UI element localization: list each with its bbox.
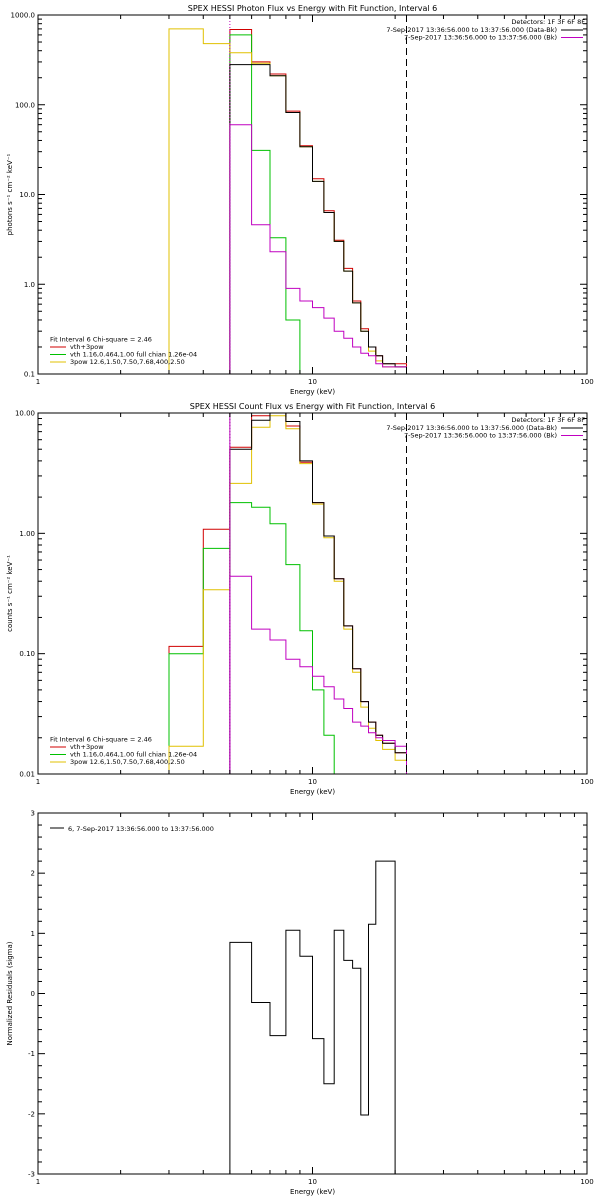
series-group: [229, 860, 396, 1174]
series-group: [168, 28, 407, 374]
series-line-0: [229, 29, 407, 374]
series-line-3: [229, 64, 407, 374]
detectors-label: Detectors: 1F 3F 6F 8F: [511, 416, 585, 424]
y-tick-label: 0.01: [19, 771, 35, 779]
detectors-label: Detectors: 1F 3F 6F 8F: [511, 18, 585, 26]
fit-legend-title: Fit Interval 6 Chi-square = 2.46: [50, 336, 152, 344]
y-tick-label: -3: [28, 1171, 35, 1179]
y-tick-label: 0.10: [19, 650, 35, 658]
series-line-4: [229, 575, 407, 774]
fit-legend-label: vth 1.16,0.464,1.00 full chian 1.26e-04: [70, 351, 197, 359]
series-line-0: [168, 413, 407, 774]
series-line-1: [229, 34, 301, 374]
fit-legend-title: Fit Interval 6 Chi-square = 2.46: [50, 736, 152, 744]
y-tick-label: 0.1: [24, 371, 35, 379]
plot-frame: [37, 14, 588, 375]
panel-3: 1 10 100 Energy (keV) -3 -2 -1 0 1 2 3 Normalized R…: [6, 810, 594, 1197]
y-tick-label: 10.0: [19, 191, 35, 199]
y-axis-label: Normalized Residuals (sigma): [6, 941, 14, 1045]
y-axis-label: counts s⁻¹ cm⁻² keV⁻¹: [6, 555, 14, 632]
x-tick-label: 1: [36, 1178, 40, 1186]
residual-legend-label: 6, 7-Sep-2017 13:36:56.000 to 13:37:56.0…: [68, 825, 214, 833]
x-axis-label: Energy (keV): [290, 1188, 335, 1196]
series-line-1: [168, 502, 345, 774]
fit-legend-label: 3pow 12.6,1.50,7.50,7.68,400,2.50: [70, 358, 185, 366]
x-tick-label: 10: [308, 778, 317, 786]
y-tick-label: 1: [31, 930, 35, 938]
time-range-label: 7-Sep-2017 13:36:56.000 to 13:37:56.000 …: [386, 26, 557, 34]
y-tick-label: -1: [28, 1050, 35, 1058]
y-tick-label: 2: [31, 870, 35, 878]
x-axis-label: Energy (keV): [290, 388, 335, 396]
x-tick-label: 1: [36, 778, 40, 786]
x-tick-label: 100: [580, 1178, 593, 1186]
y-axis-label: photons s⁻¹ cm⁻² keV⁻¹: [6, 153, 14, 235]
fit-legend-label: vth+3pow: [70, 743, 104, 751]
series-line-2: [168, 28, 407, 374]
series-line-4: [229, 124, 407, 374]
series-group: [168, 413, 407, 774]
y-tick-label: 100.0: [15, 101, 35, 109]
x-tick-label: 100: [580, 378, 593, 386]
x-tick-label: 1: [36, 378, 40, 386]
y-tick-label: 3: [31, 810, 35, 818]
panel-title: SPEX HESSI Photon Flux vs Energy with Fi…: [188, 4, 438, 13]
fit-legend-label: vth+3pow: [70, 343, 104, 351]
panel-1: SPEX HESSI Photon Flux vs Energy with Fi…: [6, 4, 594, 396]
y-tick-label: 0: [31, 990, 35, 998]
fit-legend-label: 3pow 12.6,1.50,7.50,7.68,400,2.50: [70, 758, 185, 766]
y-tick-label: 1.00: [19, 530, 35, 538]
x-tick-label: 10: [308, 378, 317, 386]
y-tick-label: 1.0: [24, 281, 35, 289]
fit-legend-label: vth 1.16,0.464,1.00 full chian 1.26e-04: [70, 751, 197, 759]
x-tick-label: 10: [308, 1178, 317, 1186]
y-tick-label: -2: [28, 1110, 35, 1118]
x-tick-label: 100: [580, 778, 593, 786]
series-line-0: [229, 860, 396, 1174]
panel-title: SPEX HESSI Count Flux vs Energy with Fit…: [190, 402, 435, 411]
panel-2: SPEX HESSI Count Flux vs Energy with Fit…: [6, 402, 594, 796]
y-tick-label: 10.00: [15, 410, 35, 418]
time-range-label: 7-Sep-2017 13:36:56.000 to 13:37:56.000 …: [404, 432, 557, 440]
series-line-2: [168, 415, 407, 774]
series-line-3: [229, 413, 407, 774]
x-axis-label: Energy (keV): [290, 788, 335, 796]
time-range-label: 7-Sep-2017 13:36:56.000 to 13:37:56.000 …: [404, 34, 557, 42]
y-tick-label: 1000.0: [11, 12, 36, 20]
time-range-label: 7-Sep-2017 13:36:56.000 to 13:37:56.000 …: [386, 424, 557, 432]
